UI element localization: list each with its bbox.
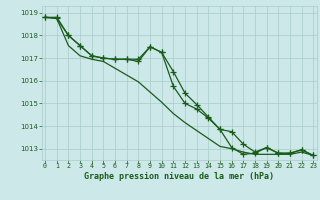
X-axis label: Graphe pression niveau de la mer (hPa): Graphe pression niveau de la mer (hPa) — [84, 172, 274, 181]
